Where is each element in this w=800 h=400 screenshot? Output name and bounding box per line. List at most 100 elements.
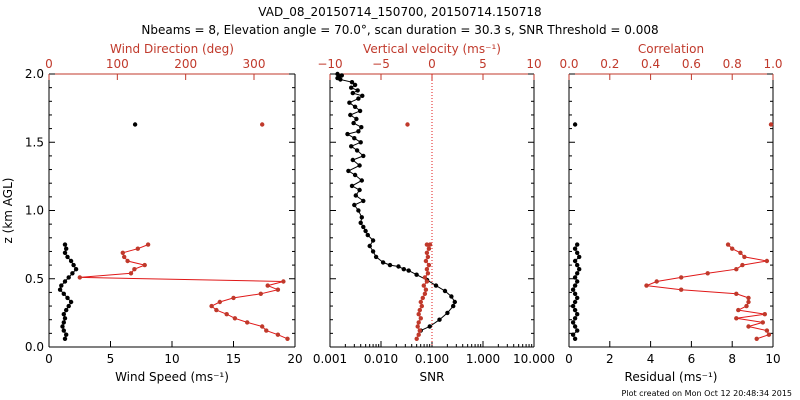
data-point-residual	[572, 324, 578, 329]
data-point-vertical-velocity	[421, 283, 426, 288]
data-point-correlation	[734, 267, 739, 272]
data-point-residual	[570, 332, 576, 337]
y-axis-label: z (km AGL)	[1, 178, 15, 244]
top-tick-label: 10	[526, 57, 541, 71]
data-point-snr	[396, 264, 401, 269]
data-point-correlation	[736, 307, 741, 313]
data-point-vertical-velocity-1-63-km-	[405, 122, 410, 127]
bottom-tick-label: 0.100	[415, 352, 449, 366]
data-point-vertical-velocity	[427, 242, 433, 247]
bottom-tick-label: 4	[647, 352, 655, 366]
data-point-snr	[355, 88, 360, 93]
data-point-wind-direction	[142, 262, 147, 268]
data-point-snr	[380, 260, 386, 265]
data-point-correlation	[764, 328, 770, 333]
data-point-wind-speed	[61, 291, 66, 296]
data-point-wind-direction	[245, 320, 250, 325]
data-point-vertical-velocity	[418, 299, 423, 305]
top-tick-label: 100	[106, 57, 129, 71]
top-tick-label: 0.4	[641, 57, 660, 71]
bottom-tick-label: 10.000	[513, 352, 555, 366]
data-point-snr	[349, 80, 355, 85]
data-point-snr	[357, 187, 362, 193]
data-point-snr	[449, 294, 454, 299]
data-point-snr	[345, 131, 350, 137]
plot-created-footer: Plot created on Mon Oct 12 20:48:34 2015	[622, 389, 792, 398]
bottom-tick-label: 15	[226, 352, 241, 366]
data-point-residual	[572, 336, 578, 341]
bottom-axis-label: Wind Speed (ms⁻¹)	[115, 370, 229, 384]
bottom-tick-label: 6	[688, 352, 696, 366]
data-point-wind-direction	[275, 287, 281, 292]
data-point-vertical-velocity	[424, 242, 430, 247]
data-point-snr	[359, 215, 364, 220]
data-point-wind-speed	[61, 328, 66, 333]
data-point-correlation	[746, 299, 751, 305]
data-point-correlation-1-63-km-	[768, 122, 774, 127]
data-point-wind-speed	[63, 332, 69, 337]
data-point-residual	[575, 312, 580, 317]
data-point-vertical-velocity	[425, 254, 431, 260]
data-point-residual	[570, 303, 576, 309]
top-axis-label: Wind Direction (deg)	[110, 42, 234, 56]
data-point-correlation	[762, 312, 767, 317]
data-point-correlation	[764, 258, 770, 264]
data-point-wind-speed-1-63-km-	[132, 122, 138, 127]
data-point-correlation	[766, 332, 772, 337]
data-point-snr	[359, 178, 364, 183]
data-point-correlation	[679, 275, 684, 280]
figure-title-line-2: Nbeams = 8, Elevation angle = 70.0°, sca…	[141, 23, 658, 37]
data-point-wind-direction	[125, 258, 130, 264]
bottom-tick-label: 0	[45, 352, 53, 366]
data-point-snr	[370, 249, 376, 254]
top-tick-label: −5	[372, 57, 390, 71]
data-point-wind-speed	[63, 246, 69, 251]
bottom-tick-label: 0.010	[364, 352, 398, 366]
data-point-vertical-velocity	[424, 250, 430, 255]
data-point-correlation	[738, 250, 743, 255]
data-point-snr	[356, 96, 361, 101]
data-point-vertical-velocity	[416, 332, 421, 337]
data-point-correlation	[644, 283, 649, 288]
data-point-wind-direction	[77, 275, 83, 280]
data-point-wind-direction	[281, 279, 286, 284]
bottom-tick-label: 2	[606, 352, 614, 366]
data-point-correlation	[740, 262, 745, 268]
data-point-residual	[572, 316, 578, 321]
data-point-wind-direction-1-63-km-	[260, 122, 265, 127]
data-point-wind-speed	[68, 258, 74, 264]
data-point-residual	[575, 250, 580, 255]
bottom-tick-label: 8	[728, 352, 736, 366]
top-axis-label: Correlation	[638, 42, 704, 56]
data-point-wind-direction	[231, 295, 236, 301]
bottom-tick-label: 20	[287, 352, 302, 366]
data-point-correlation	[744, 303, 749, 309]
data-point-correlation	[734, 316, 739, 321]
panel-vertical: 0.001 0.010 0.100 1.000 10.000 −10 −5 0 5 10 SNR Ve…	[313, 42, 555, 384]
data-point-vertical-velocity	[414, 336, 419, 341]
data-point-snr	[354, 116, 359, 122]
y-tick-label: 1.0	[25, 204, 44, 218]
data-point-snr	[349, 183, 355, 189]
data-point-wind-speed	[66, 275, 71, 280]
data-point-vertical-velocity	[418, 316, 423, 321]
data-point-wind-speed	[61, 320, 66, 325]
data-point-vertical-velocity	[422, 275, 428, 280]
data-point-correlation	[760, 320, 765, 325]
data-point-correlation	[725, 242, 731, 247]
top-tick-label: 0.8	[723, 57, 742, 71]
data-point-wind-speed	[66, 303, 71, 309]
data-point-snr	[352, 104, 358, 110]
y-tick-label: 2.0	[25, 67, 44, 81]
data-point-residual	[577, 254, 582, 260]
data-point-correlation	[734, 291, 739, 296]
data-point-snr	[358, 220, 363, 225]
data-point-residual	[572, 275, 578, 280]
bottom-axis-label: SNR	[420, 370, 445, 384]
data-point-residual	[572, 291, 578, 296]
data-point-snr	[452, 299, 457, 305]
data-point-snr	[387, 262, 393, 268]
